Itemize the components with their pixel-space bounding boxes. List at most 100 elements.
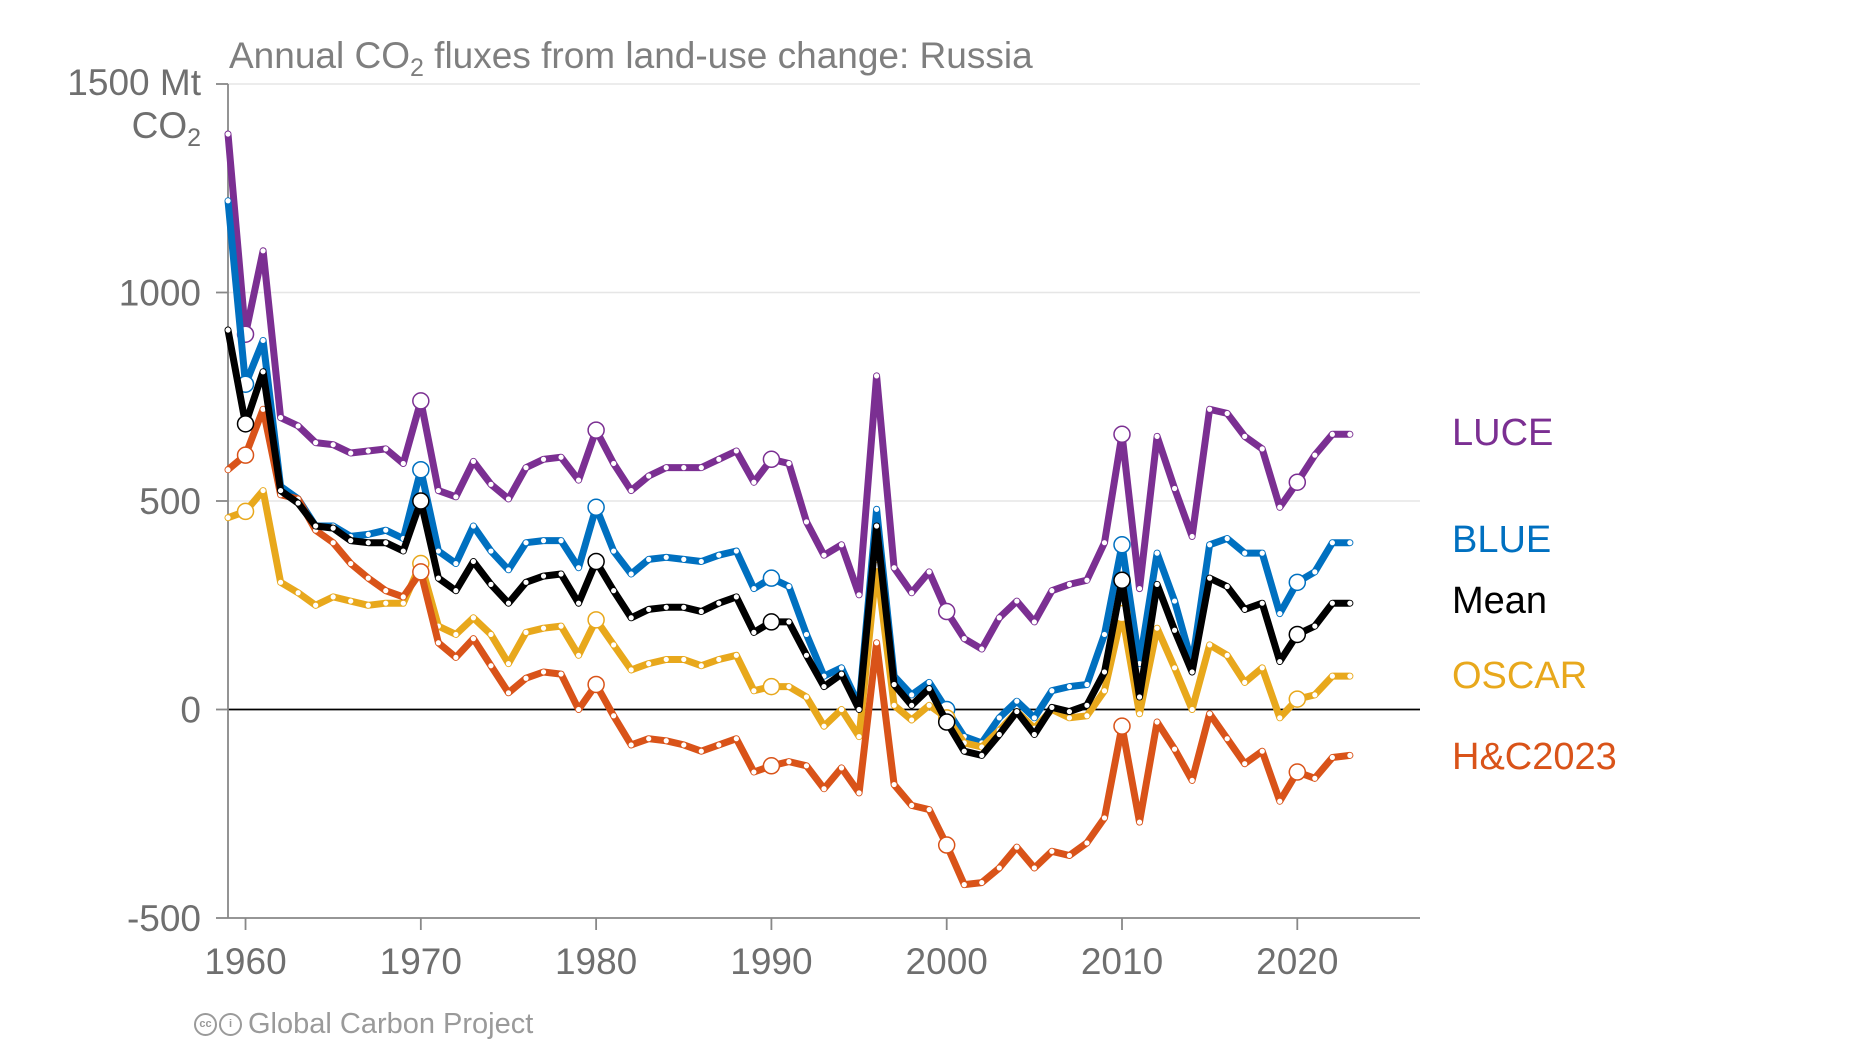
data-point [786,759,792,765]
data-point [1066,708,1073,715]
data-point [575,600,582,606]
data-point [488,481,494,487]
data-point [1242,679,1248,685]
data-point [1207,575,1213,581]
data-point [1207,542,1213,548]
data-point [1101,540,1108,546]
data-point [926,686,932,692]
data-point [225,327,231,333]
data-point [400,594,406,600]
data-point [979,752,985,758]
data-point [260,248,266,254]
y-tick-label: 500 [139,481,201,522]
data-point [348,560,354,567]
data-point [856,734,862,740]
data-point [540,669,547,675]
data-point [540,573,547,579]
data-point [628,571,634,577]
data-point [1259,600,1265,606]
data-point [681,556,687,562]
data-point [891,781,897,788]
data-point [1312,623,1318,629]
legend-label-blue: BLUE [1452,519,1551,561]
data-point [1277,610,1283,617]
data-point [1154,433,1160,439]
data-point [698,558,704,565]
data-point [575,477,582,483]
data-point [891,565,897,571]
data-point [365,602,371,608]
data-point [260,487,266,494]
data-point [909,802,915,809]
data-point [803,694,810,700]
data-point [295,500,301,506]
data-point [1277,658,1283,665]
data-point [1224,410,1230,417]
data-point [698,465,704,471]
data-point [611,548,617,554]
data-point [1154,550,1160,556]
data-point [558,623,564,629]
data-point [803,652,810,658]
data-point-marker [412,392,430,410]
data-point [1154,719,1160,725]
data-point [523,579,529,585]
data-point [961,882,967,888]
data-point [646,606,652,613]
data-point [383,540,389,546]
data-point [1014,844,1020,850]
data-point [926,569,932,575]
data-point [540,456,547,462]
data-point [400,600,406,606]
data-point [1066,581,1073,588]
y-tick-label: -500 [127,898,201,939]
data-point [1207,642,1213,648]
data-point [453,560,459,567]
data-point [646,473,652,479]
data-point [716,656,722,663]
chart-title: Annual CO2 fluxes from land-use change: … [229,35,1033,82]
data-point [961,748,967,754]
data-point [575,565,582,571]
data-point [558,671,564,677]
data-point [716,600,722,606]
data-point [277,579,284,585]
data-point [856,706,862,713]
data-point [1242,550,1248,556]
data-point [1207,406,1213,412]
data-point-marker [587,552,605,571]
data-point-marker [937,713,956,731]
data-point [803,519,810,525]
data-point [716,742,722,748]
data-point [523,540,529,546]
data-point [1014,698,1020,704]
data-point [611,588,617,594]
data-point [470,523,477,529]
data-point [786,683,792,690]
data-point [348,450,354,456]
data-point [505,661,512,667]
data-point [1136,819,1143,825]
data-point [453,588,459,594]
data-point-marker [1113,571,1131,589]
data-point [1242,606,1248,613]
data-point [856,790,862,796]
data-point [1189,777,1195,783]
data-point [1242,761,1248,767]
data-point [1189,706,1195,713]
data-point [488,548,494,554]
data-point [505,567,512,573]
data-point [926,806,932,813]
legend-label-mean: Mean [1452,580,1547,622]
data-point [540,625,547,631]
x-tick-label: 2000 [906,941,988,982]
data-point [1154,581,1160,588]
data-point [1224,583,1230,590]
data-point [470,458,477,464]
data-point [628,615,634,621]
data-point [400,548,406,554]
data-point [611,713,617,719]
data-point [1277,715,1283,721]
data-point-marker [1288,473,1307,491]
